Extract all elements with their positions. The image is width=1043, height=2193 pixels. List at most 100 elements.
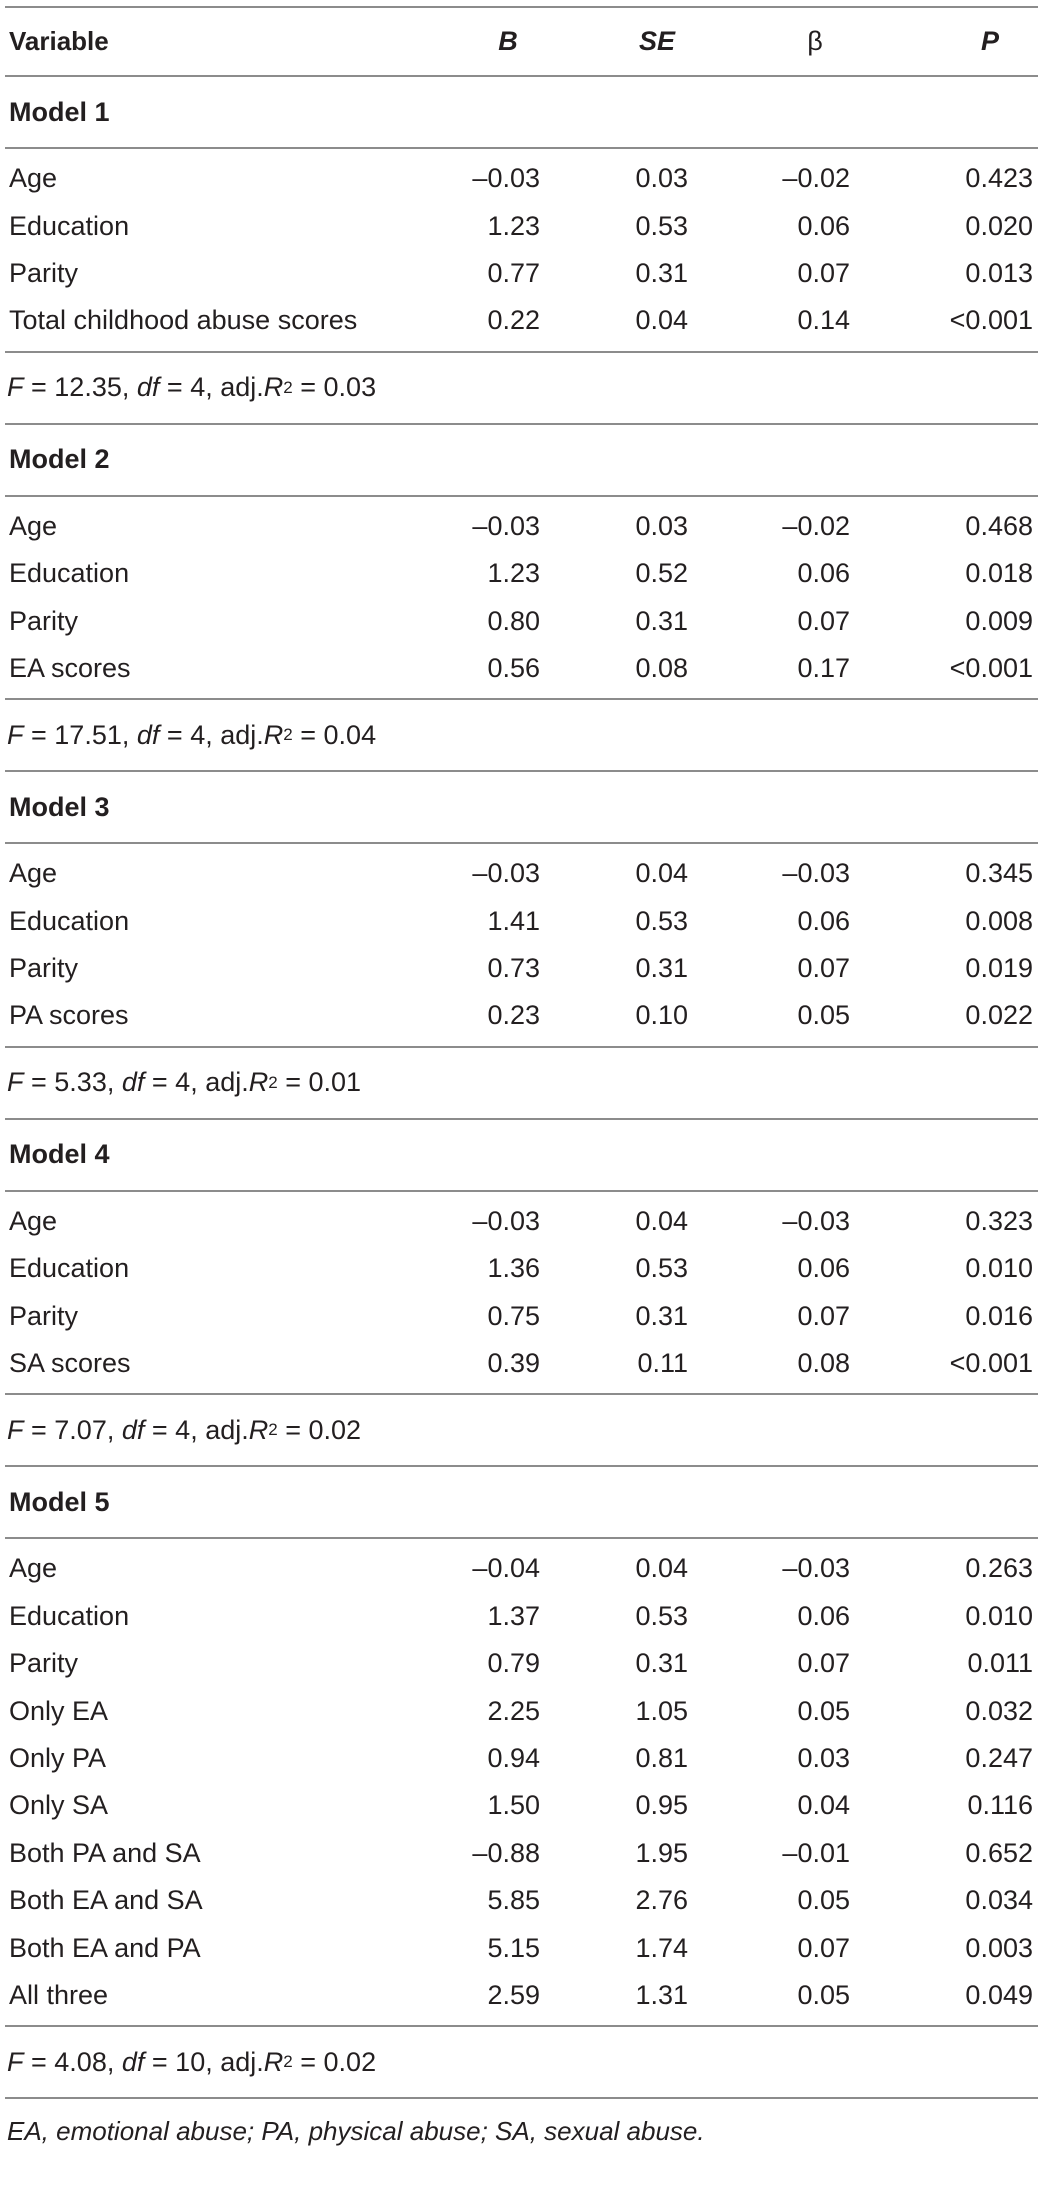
cell-variable: Both PA and SA — [9, 1837, 201, 1868]
cell-variable: SA scores — [9, 1348, 131, 1379]
header-p: P — [980, 26, 999, 56]
cell-b: 1.50 — [487, 1790, 540, 1821]
cell-beta: 0.07 — [797, 257, 850, 288]
fit-adj-label: adj. — [220, 2046, 264, 2077]
table-row: SA scores 0.39 0.11 0.08 <0.001 — [0, 1340, 1043, 1387]
table-row: All three 2.59 1.31 0.05 0.049 — [0, 1972, 1043, 2019]
fit-f-value: 17.51 — [54, 719, 122, 750]
fit-df-label: df — [121, 2046, 145, 2077]
cell-se: 0.31 — [635, 1648, 688, 1679]
fit-eq: = — [159, 719, 191, 750]
cell-se: 0.95 — [635, 1790, 688, 1821]
table-row: Only EA 2.25 1.05 0.05 0.032 — [0, 1687, 1043, 1734]
cell-p: 0.247 — [965, 1743, 1033, 1773]
table-row: Total childhood abuse scores 0.22 0.04 0.14… — [0, 297, 1043, 344]
cell-variable: Both EA and PA — [9, 1932, 201, 1963]
fit-f-label: F — [7, 2046, 24, 2077]
cell-p: 0.345 — [965, 858, 1033, 889]
fit-eq: = — [292, 719, 324, 750]
cell-se: 1.31 — [635, 1979, 688, 2010]
model-fit-stats: F = 12.35, df = 4, adj. R 2 = 0.03 — [7, 372, 377, 403]
table-row: Age –0.03 0.04 –0.03 0.323 — [0, 1198, 1043, 1245]
fit-f-label: F — [7, 719, 24, 750]
fit-f-value: 4.08 — [54, 2046, 107, 2077]
cell-beta: –0.01 — [782, 1837, 850, 1868]
fit-adj-label: adj. — [220, 719, 264, 750]
cell-b: 1.23 — [487, 558, 540, 589]
cell-variable: Education — [9, 1600, 130, 1631]
cell-variable: Age — [9, 1553, 58, 1584]
cell-b: 1.37 — [487, 1600, 540, 1631]
fit-r-label: R — [263, 719, 284, 750]
cell-beta: 0.05 — [797, 1000, 850, 1031]
table-row: PA scores 0.23 0.10 0.05 0.022 — [0, 992, 1043, 1039]
fit-eq: = — [159, 372, 191, 403]
fit-eq: = — [292, 372, 324, 403]
cell-se: 0.53 — [635, 1253, 688, 1284]
fit-df-label: df — [136, 372, 160, 403]
cell-p: 0.010 — [965, 1600, 1033, 1631]
model-title-rule — [5, 1537, 1038, 1540]
cell-se: 0.81 — [635, 1743, 688, 1773]
cell-variable: PA scores — [9, 1000, 129, 1031]
table-row: Parity 0.73 0.31 0.07 0.019 — [0, 945, 1043, 992]
cell-beta: 0.17 — [797, 652, 850, 683]
fit-eq: = — [23, 372, 55, 403]
cell-p: 0.034 — [965, 1885, 1033, 1916]
fit-sep: , — [106, 2046, 122, 2077]
cell-b: 0.79 — [487, 1648, 540, 1679]
fit-f-value: 5.33 — [54, 1067, 107, 1098]
table-row: Education 1.23 0.53 0.06 0.020 — [0, 202, 1043, 249]
header-beta: β — [807, 26, 823, 56]
fit-r-label: R — [248, 1067, 269, 1098]
cell-beta: 0.06 — [797, 1600, 850, 1631]
cell-se: 0.03 — [635, 163, 688, 194]
cell-se: 0.04 — [635, 305, 688, 336]
fit-r-label: R — [248, 1414, 269, 1445]
cell-se: 0.03 — [635, 510, 688, 541]
cell-se: 0.04 — [635, 1553, 688, 1584]
cell-se: 0.53 — [635, 1600, 688, 1631]
fit-adjr2-value: 0.01 — [308, 1067, 362, 1098]
fit-df-label: df — [136, 719, 160, 750]
table-row: Education 1.41 0.53 0.06 0.008 — [0, 898, 1043, 945]
fit-df-label: df — [121, 1067, 145, 1098]
cell-b: 2.25 — [487, 1695, 540, 1726]
fit-df-value: 4 — [190, 372, 206, 403]
cell-beta: –0.02 — [782, 510, 850, 541]
cell-se: 1.05 — [635, 1695, 688, 1726]
cell-variable: Only PA — [9, 1743, 107, 1773]
fit-eq: = — [277, 1067, 309, 1098]
cell-beta: 0.07 — [797, 605, 850, 636]
header-b: B — [498, 26, 518, 56]
fit-sep: , — [121, 719, 137, 750]
model-title-rule — [5, 842, 1038, 845]
cell-variable: Age — [9, 510, 58, 541]
footnote: EA, emotional abuse; PA, physical abuse;… — [7, 2116, 705, 2147]
table-row: Parity 0.80 0.31 0.07 0.009 — [0, 597, 1043, 644]
cell-beta: 0.06 — [797, 210, 850, 241]
model-title: Model 3 — [9, 791, 110, 822]
cell-variable: Education — [9, 905, 130, 936]
cell-b: 5.85 — [487, 1885, 540, 1916]
cell-se: 0.31 — [635, 953, 688, 984]
cell-variable: Education — [9, 558, 130, 589]
fit-df-value: 4 — [190, 719, 206, 750]
cell-beta: –0.03 — [782, 1553, 850, 1584]
model-title-rule — [5, 147, 1038, 149]
cell-beta: 0.14 — [797, 305, 850, 336]
fit-adj-label: adj. — [220, 372, 264, 403]
model-rows-rule — [5, 698, 1038, 701]
model-bottom-rule — [5, 770, 1038, 773]
cell-p: 0.010 — [965, 1253, 1033, 1284]
fit-f-label: F — [7, 1067, 24, 1098]
fit-f-label: F — [7, 372, 24, 403]
model-title: Model 1 — [9, 96, 110, 127]
cell-p: 0.263 — [965, 1553, 1033, 1584]
regression-table: Variable B SE β P Model 1 Age –0.03 0.03 –0.… — [0, 6, 1043, 2164]
cell-beta: 0.04 — [797, 1790, 850, 1821]
cell-p: 0.020 — [965, 210, 1033, 241]
cell-se: 0.10 — [635, 1000, 688, 1031]
model-title-rule — [5, 494, 1038, 497]
cell-p: 0.468 — [965, 510, 1033, 541]
